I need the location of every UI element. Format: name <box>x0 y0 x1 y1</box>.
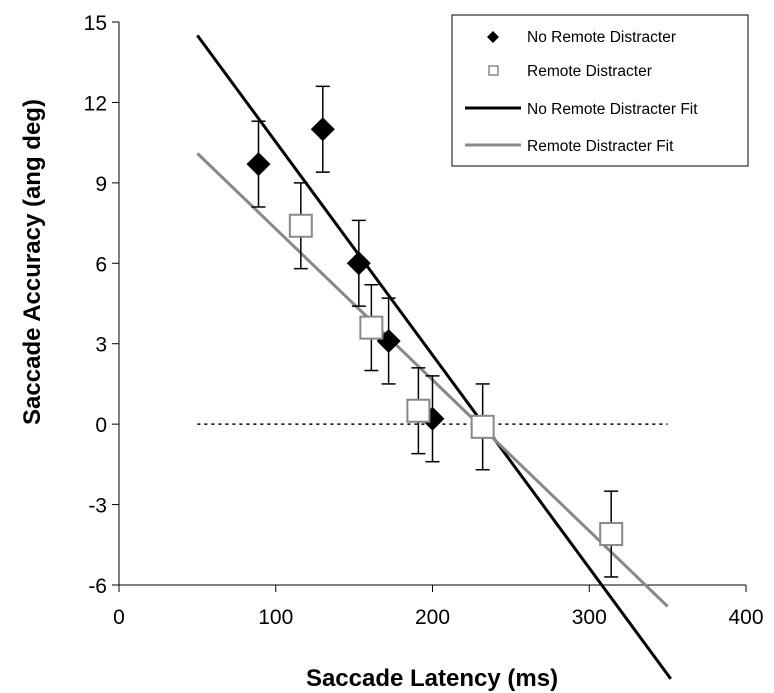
legend-square-marker-icon <box>488 65 499 76</box>
y-tick-label: 9 <box>95 173 107 196</box>
legend-label-remote-distracter-fit: Remote Distracter Fit <box>527 138 674 155</box>
axes: 0 100 200 300 400 15 12 9 6 3 0 -3 -6 <box>84 12 764 629</box>
y-tick-label: -6 <box>88 575 107 598</box>
data-point-square <box>599 522 624 547</box>
legend-diamond-marker-icon <box>487 31 499 43</box>
legend: No Remote Distracter Remote Distracter N… <box>451 14 749 167</box>
x-tick-label: 200 <box>415 606 450 629</box>
legend-label-remote-distracter: Remote Distracter <box>527 63 652 80</box>
x-tick-label: 0 <box>113 606 125 629</box>
data-point-diamond <box>310 117 335 142</box>
legend-label-no-remote-distracter: No Remote Distracter <box>527 29 676 46</box>
y-tick-label: 12 <box>84 92 107 115</box>
y-tick-label: 6 <box>95 253 107 276</box>
data-point-diamond <box>246 152 271 177</box>
data-point-square <box>470 414 495 439</box>
y-tick-label: 15 <box>84 12 107 35</box>
x-tick-label: 100 <box>258 606 293 629</box>
data-point-square <box>406 398 431 423</box>
data-point-diamond <box>346 251 371 276</box>
y-tick-label: 3 <box>95 334 107 357</box>
legend-box <box>451 14 749 167</box>
y-axis-title: Saccade Accuracy (ang deg) <box>19 99 46 425</box>
legend-label-no-remote-distracter-fit: No Remote Distracter Fit <box>527 101 698 118</box>
x-tick-label: 400 <box>728 606 763 629</box>
y-tick-label: 0 <box>95 414 107 437</box>
data-point-square <box>288 213 313 238</box>
y-tick-label: -3 <box>88 495 107 518</box>
chart-marks <box>196 34 672 680</box>
x-tick-label: 300 <box>572 606 607 629</box>
data-point-square <box>359 315 384 340</box>
fit-line-no-remote-distracter <box>196 34 672 680</box>
x-axis-title: Saccade Latency (ms) <box>306 665 558 692</box>
